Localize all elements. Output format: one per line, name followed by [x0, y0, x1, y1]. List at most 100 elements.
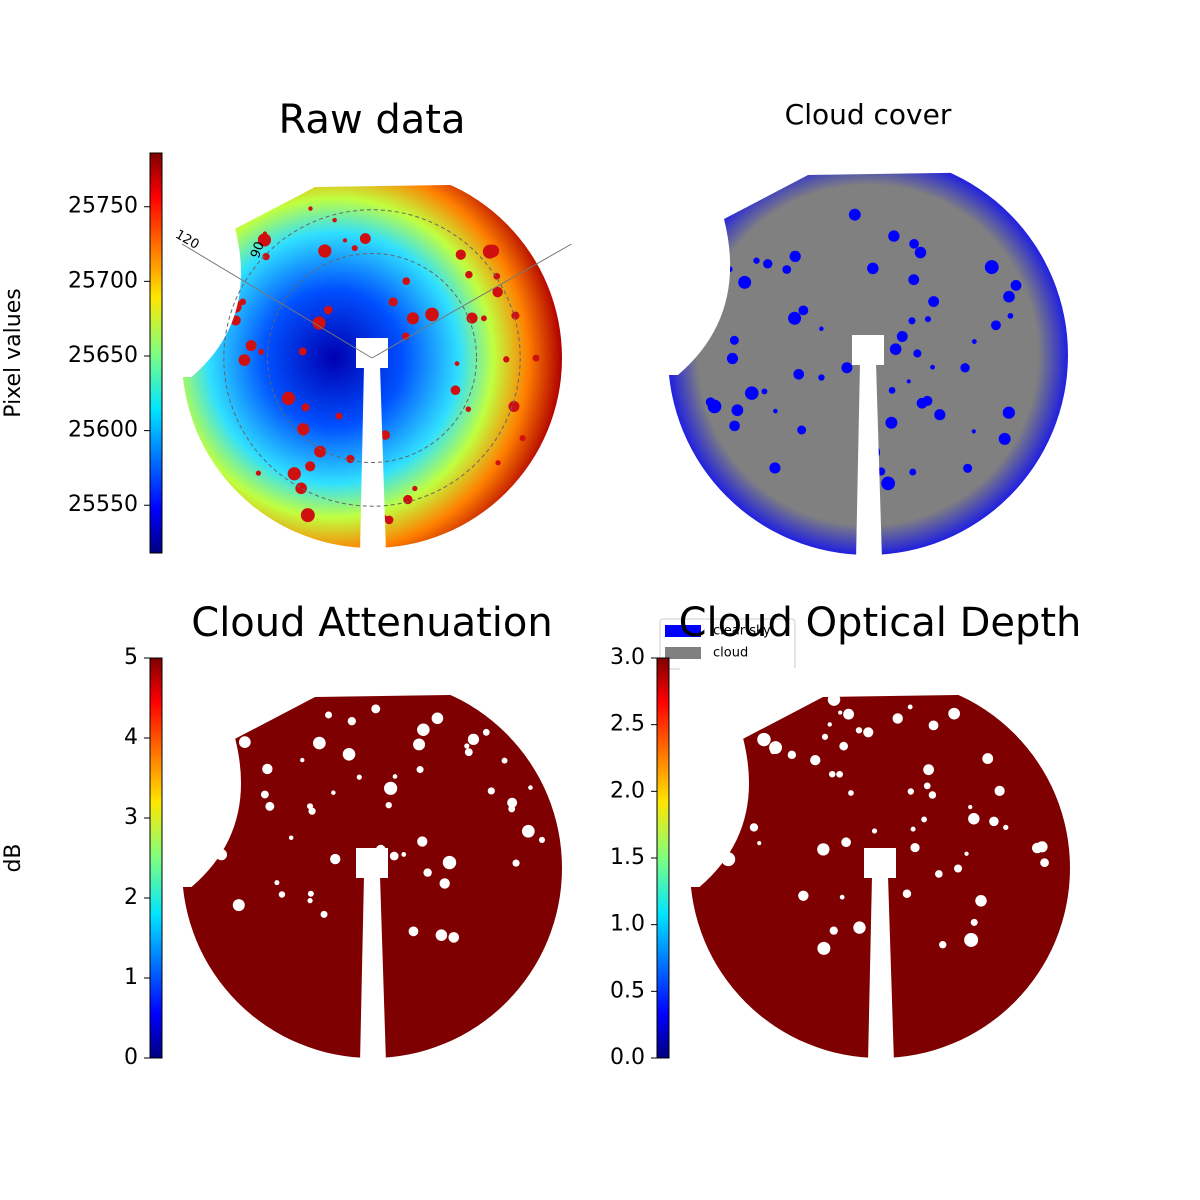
spot: [305, 461, 316, 472]
spot: [455, 249, 466, 260]
legend-swatch: [665, 625, 701, 637]
spot: [1003, 824, 1009, 831]
spot: [435, 929, 448, 941]
spot: [413, 738, 426, 751]
spot: [442, 855, 457, 870]
spot: [258, 348, 265, 355]
mask: [680, 668, 1080, 887]
spot: [257, 233, 272, 247]
colorbar: [149, 657, 163, 1059]
spot: [907, 704, 913, 710]
spot: [482, 244, 497, 259]
spot: [968, 813, 980, 825]
spot: [848, 208, 861, 221]
spot: [907, 788, 915, 795]
spot: [821, 733, 829, 740]
spot: [278, 891, 286, 898]
spot: [810, 754, 821, 766]
spot: [416, 766, 424, 774]
spot: [738, 275, 752, 289]
spot: [841, 362, 853, 374]
spot: [238, 354, 251, 366]
spot: [984, 260, 999, 275]
mask: [172, 158, 572, 377]
spot: [255, 470, 262, 476]
spot: [464, 748, 473, 757]
spot: [853, 921, 866, 934]
spot: [909, 238, 919, 249]
spot: [511, 311, 520, 320]
mast: [356, 848, 388, 878]
spot: [991, 320, 1001, 331]
spot: [359, 233, 371, 245]
spot: [493, 272, 501, 280]
spot: [889, 343, 902, 355]
spot: [749, 823, 759, 832]
spot: [1007, 312, 1014, 319]
colorbar-tick-label: 3: [124, 805, 138, 830]
spot: [798, 305, 809, 316]
colorbar-tick-label: 0.5: [610, 978, 645, 1003]
spot: [782, 265, 792, 274]
spot: [312, 316, 326, 330]
spot: [392, 774, 398, 779]
spot: [910, 843, 920, 853]
spot: [982, 753, 994, 765]
spot: [239, 298, 247, 306]
spot: [423, 868, 432, 877]
spot: [281, 391, 296, 406]
spot: [753, 257, 760, 264]
spot: [408, 926, 419, 937]
spot: [930, 364, 935, 370]
polar-axis: [371, 243, 572, 359]
spot: [838, 710, 843, 715]
spot: [323, 305, 333, 315]
spot: [989, 816, 999, 827]
spot: [245, 340, 257, 352]
spot: [538, 836, 546, 843]
spot: [928, 296, 940, 308]
spot: [448, 932, 460, 943]
spot: [1010, 279, 1022, 291]
spot: [729, 420, 740, 432]
mast: [360, 876, 386, 1063]
spot: [819, 326, 824, 332]
mast: [856, 363, 882, 560]
spot: [772, 744, 777, 749]
spot: [431, 712, 444, 725]
spot: [757, 841, 762, 846]
spot: [793, 368, 805, 380]
mast: [356, 338, 388, 368]
spot: [729, 335, 739, 345]
spot: [492, 286, 503, 298]
spot: [839, 894, 845, 900]
spot: [351, 245, 358, 252]
spot: [466, 312, 478, 324]
spot: [471, 734, 478, 741]
spot: [454, 361, 460, 366]
spot: [450, 385, 461, 396]
spot: [465, 270, 473, 279]
spot: [507, 797, 518, 808]
spot: [347, 717, 356, 726]
spot: [482, 728, 490, 736]
spot: [934, 409, 946, 421]
spot: [923, 764, 934, 776]
polar-label: 90: [248, 240, 268, 261]
mask: [172, 668, 572, 887]
spot: [1040, 858, 1049, 868]
spot: [314, 445, 327, 458]
spot: [892, 713, 903, 724]
spot: [964, 932, 979, 947]
spot: [308, 807, 316, 815]
spot: [371, 704, 381, 714]
spot: [789, 250, 801, 263]
spot: [331, 790, 336, 795]
spot: [914, 246, 927, 259]
spot: [761, 388, 768, 395]
spot: [922, 395, 933, 406]
spot: [501, 757, 508, 764]
spot: [439, 878, 450, 889]
spot: [923, 782, 931, 790]
spot: [971, 339, 977, 344]
